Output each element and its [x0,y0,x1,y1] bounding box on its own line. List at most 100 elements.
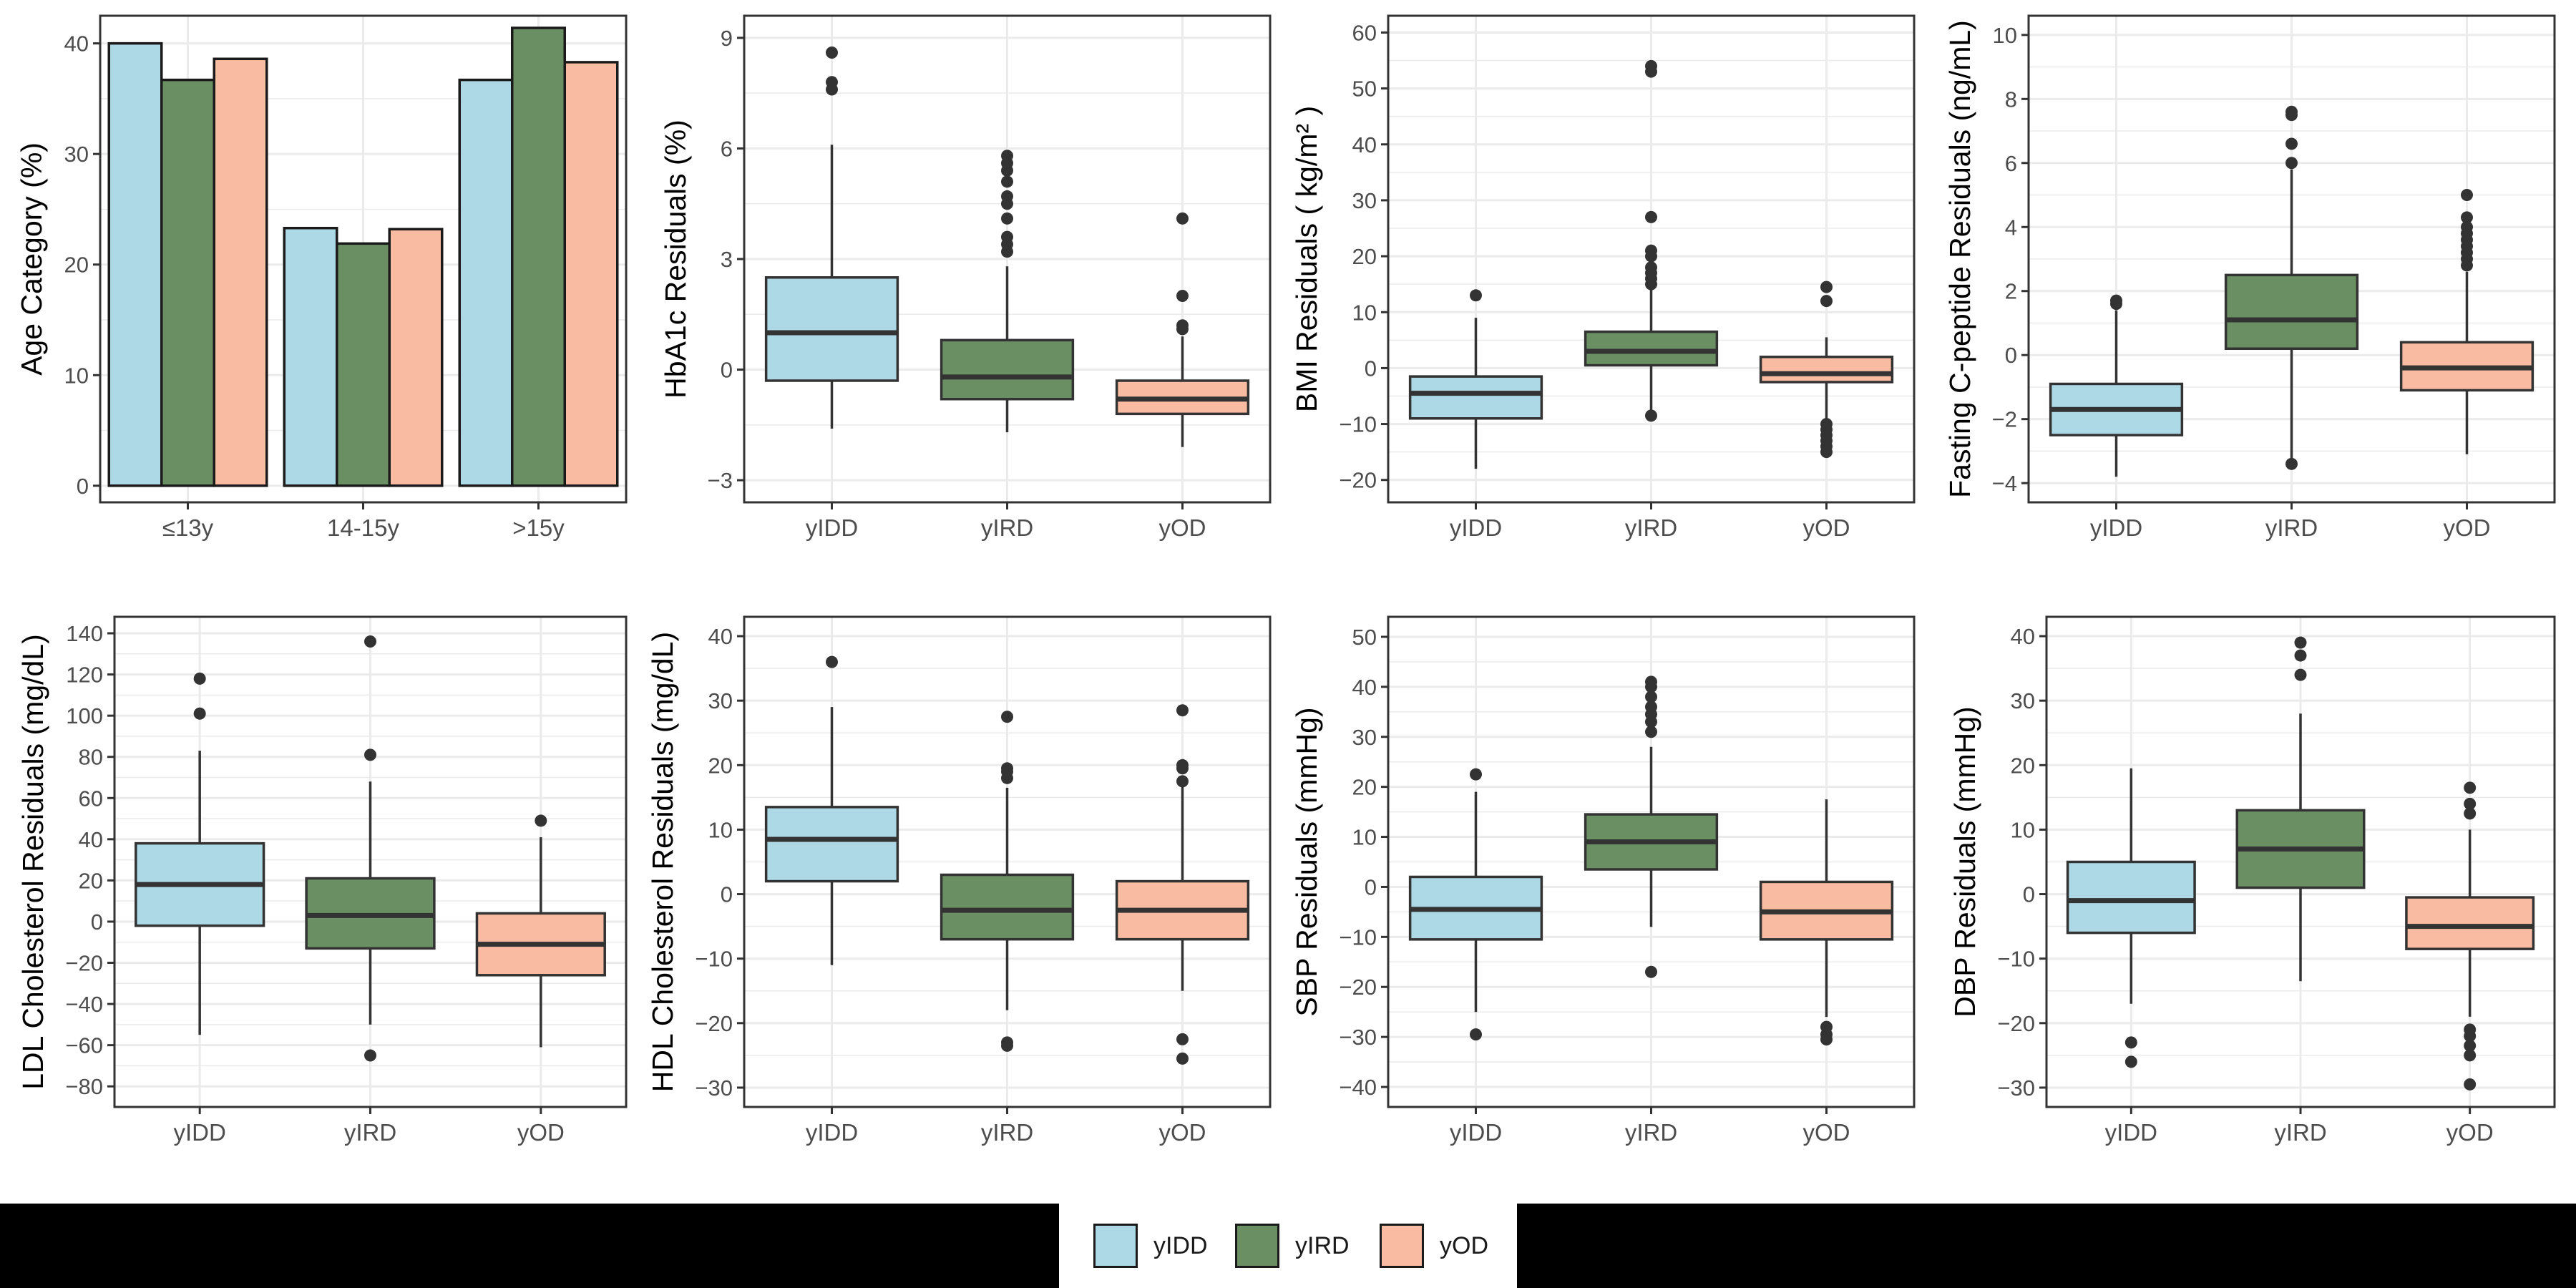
y-tick-label: 10 [1352,300,1377,325]
outlier-point [535,814,547,827]
y-axis-title: HbA1c Residuals (%) [659,119,692,399]
y-tick-label: 0 [91,909,103,935]
outlier-point [2461,220,2473,233]
outlier-point [1001,762,1013,775]
legend-bar-right [1517,1204,2576,1288]
y-tick-label: 20 [708,753,733,778]
outlier-point [1176,704,1189,717]
y-tick-label: 0 [721,882,733,907]
outlier-point [2464,781,2477,794]
bar [511,26,566,487]
boxplot-yIDD [764,47,899,429]
x-tick-label: ≤13y [162,514,214,541]
y-tick-label: 140 [66,621,103,646]
y-tick-label: 10 [64,363,89,388]
legend-item-yIDD: yIDD [1093,1224,1208,1268]
legend-bar-left [0,1204,1059,1288]
y-tick-label: 0 [2005,343,2017,368]
outlier-point [826,47,838,59]
boxplot-yOD [1115,704,1250,1065]
outlier-point [1001,212,1013,225]
box [1584,330,1719,367]
chart-panel-1: 0 10 20 30 40 ≤13y 14-15y >15y Age Category (%) [15,14,628,541]
bar [388,228,444,487]
x-tick-label: >15y [512,514,565,541]
outlier-point [364,1049,376,1062]
outlier-point [1645,244,1657,257]
y-tick-label: 3 [721,247,733,272]
outlier-point [1645,691,1657,703]
outlier-point [2124,1036,2137,1049]
boxplot-yIRD [2224,105,2359,470]
x-tick-label: yOD [1803,1119,1850,1146]
outlier-point [2464,1049,2477,1062]
y-tick-label: 0 [1365,874,1377,899]
y-tick-label: 30 [1352,725,1377,750]
y-tick-label: −30 [695,1075,733,1101]
y-tick-label: 20 [1352,244,1377,269]
boxplot-yOD [2405,781,2535,1091]
y-tick-label: 40 [79,827,103,852]
outlier-point [1176,1052,1189,1065]
outlier-point [1176,290,1189,303]
outlier-point [1470,1028,1482,1041]
x-tick-label: yIDD [173,1119,225,1146]
chart-panel-3: −20 −10 0 10 20 30 40 50 60 yIDD yIRD yOD BMI Residu… [1290,14,1916,541]
bar [283,226,338,487]
outlier-point [1645,409,1657,422]
chart-panel-4: −4 −2 0 2 4 6 8 10 yIDD yIRD yOD Fasting C-peptide … [1943,14,2556,541]
outlier-point [1645,726,1657,738]
box [940,338,1075,401]
y-tick-label: 10 [708,817,733,842]
outlier-point [2285,457,2298,470]
bar [213,57,268,487]
outlier-point [2464,807,2477,820]
outlier-point [1001,150,1013,162]
outlier-point [1176,212,1189,225]
y-tick-label: −2 [1992,407,2017,432]
x-tick-label: yIRD [1625,1119,1677,1146]
legend-item-yOD: yOD [1380,1224,1488,1268]
boxplot-yOD [1759,280,1894,459]
chart-panel-7: −40 −30 −20 −10 0 10 20 30 40 50 yIDD yIRD yOD SBP Re… [1290,615,1916,1146]
boxplot-yIRD [940,150,1075,433]
y-tick-label: 30 [708,688,733,713]
outlier-point [1001,1036,1013,1049]
y-tick-label: −10 [695,947,733,972]
outlier-point [2464,1023,2477,1036]
boxplot-yOD [1115,212,1250,447]
legend-label: yIDD [1153,1231,1208,1259]
outlier-point [2464,797,2477,810]
y-tick-label: 4 [2005,215,2017,240]
x-tick-label: yIDD [806,514,858,541]
y-tick-label: −30 [1997,1075,2035,1101]
boxplot-yIDD [1408,289,1543,469]
y-tick-label: −60 [65,1033,103,1058]
y-axis-title: BMI Residuals ( kg/m² ) [1290,106,1323,412]
boxplot-yIDD [1408,768,1543,1041]
y-tick-label: 6 [2005,151,2017,176]
boxplot-yOD [1759,799,1894,1046]
y-tick-label: 120 [66,663,103,688]
bar [458,78,514,487]
y-tick-label: −10 [1339,412,1377,437]
y-tick-label: 9 [721,26,733,51]
boxplot-yIRD [1584,59,1719,422]
x-tick-label: yOD [2446,1119,2494,1146]
outlier-point [1820,1033,1833,1046]
chart-panel-2: −3 0 3 6 9 yIDD yIRD yOD HbA1c Residuals (%) [659,14,1272,541]
y-tick-label: 8 [2005,87,2017,112]
y-tick-label: 40 [708,624,733,649]
box [1759,356,1894,384]
chart-panel-8: −30 −20 −10 0 10 20 30 40 yIDD yIRD yOD DBP Residua… [1948,615,2556,1146]
y-tick-label: −10 [1997,947,2035,972]
outlier-point [1001,230,1013,243]
y-tick-label: 0 [77,474,89,499]
outlier-point [193,707,206,720]
outlier-point [2461,189,2473,202]
box [764,806,899,883]
y-tick-label: −10 [1339,924,1377,950]
outlier-point [1176,775,1189,788]
